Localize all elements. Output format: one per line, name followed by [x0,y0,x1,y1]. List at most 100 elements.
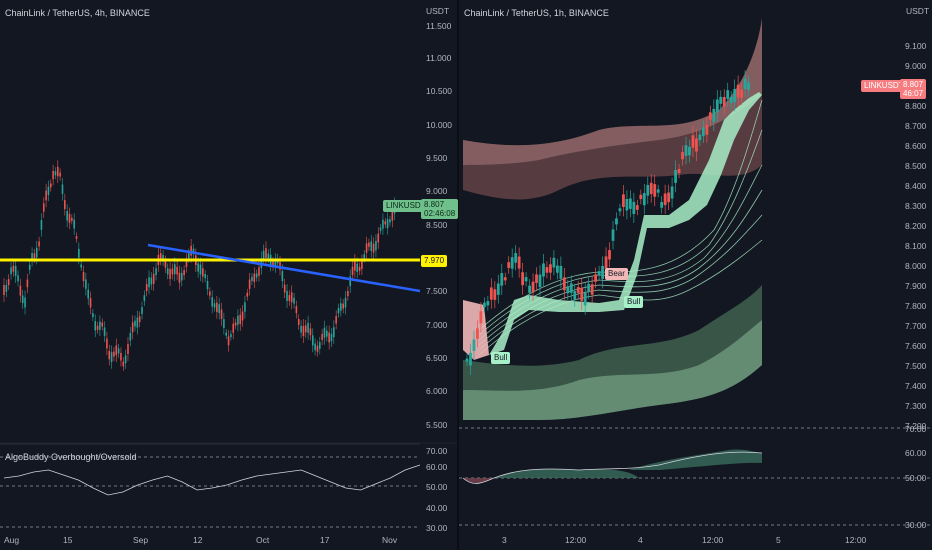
right-chart-panel[interactable]: ChainLink / TetherUS, 1h, BINANCE USDT 9… [459,0,932,550]
right-candles [465,70,750,375]
left-candle-body [253,273,256,282]
left-candle-body [321,333,323,340]
left-candle-body [358,266,361,272]
left-candle-body [5,284,8,292]
left-time-tick: Sep [133,535,149,545]
left-candle-body [225,332,228,336]
left-candle-body [330,333,333,342]
right-candle-body [590,284,594,295]
left-candle-body [45,190,47,201]
right-candle-body [625,198,629,211]
left-candle-body [316,345,319,352]
right-candle-body [552,257,556,268]
right-time-tick: 12:00 [702,535,724,545]
right-candle-body [472,339,476,351]
right-price-tick: 7.900 [905,281,927,291]
left-candle-body [96,325,99,330]
right-candle-body [597,271,601,276]
left-candle-body [7,279,10,286]
left-candle-body [335,316,337,324]
right-candle-body [576,287,580,293]
left-chart-panel[interactable]: ChainLink / TetherUS, 4h, BINANCE USDT 1… [0,0,459,550]
left-price-tick: 10.000 [426,120,452,130]
right-candle-body [524,277,528,282]
left-candle-body [124,355,127,364]
left-candle-body [304,325,307,333]
left-candle-body [199,264,202,275]
left-price-tick: 7.000 [426,320,448,330]
left-candle-body [377,233,380,243]
right-candle-body [674,169,677,183]
left-candle-body [40,220,43,230]
left-candle-body [300,325,302,333]
right-countdown: 46:07 [903,89,924,98]
left-candle-body [141,307,143,314]
left-candle-body [255,273,258,278]
left-candle-body [71,217,73,221]
left-candle-body [80,264,82,268]
left-candle-body [344,297,347,308]
left-time-tick: 12 [193,535,203,545]
left-candle-body [89,298,92,308]
left-candle-body [251,277,253,281]
right-price-tick: 8.100 [905,241,927,251]
left-candle-body [155,268,157,275]
right-candle-body [542,263,545,277]
left-price-value: 8.807 [424,200,445,209]
right-time-tick: 12:00 [565,535,587,545]
right-candle-body [642,193,646,206]
left-candle-body [31,252,33,261]
right-candle-body [677,168,681,174]
right-candle-body [691,135,695,148]
left-candle-body [363,254,366,259]
left-candle-body [223,319,225,328]
left-candle-body [85,279,87,289]
right-candle-body [476,328,479,339]
right-candle-body [688,146,691,156]
trendline[interactable] [147,243,421,293]
left-candle-body [370,241,373,251]
left-candle-body [159,253,162,260]
left-candle-body [295,306,298,314]
right-candle-body [517,256,521,269]
left-candle-body [57,166,59,177]
right-time-tick: 3 [502,535,507,545]
left-candle-body [78,248,80,258]
left-candle-body [354,260,356,271]
left-price-tick: 5.500 [426,420,448,430]
right-time-tick: 12:00 [845,535,867,545]
left-candle-body [391,211,394,221]
right-price-tick: 8.300 [905,201,927,211]
left-chart-canvas[interactable] [0,0,457,550]
right-candle-body [663,193,667,206]
right-candle-body [708,112,712,120]
right-price-tick: 8.500 [905,161,927,171]
left-candle-body [115,345,118,356]
left-candle-body [106,338,108,349]
right-candle-body [479,311,483,324]
left-time-tick: Nov [382,535,398,545]
right-candle-body [601,265,604,279]
right-candle-body [545,267,549,273]
left-candle-body [185,259,188,267]
right-candle-body [715,99,719,113]
left-candle-body [87,289,90,299]
left-candle-body [26,279,29,288]
right-chart-canvas[interactable] [459,0,932,550]
right-candle-body [635,205,639,210]
bear-fill [463,300,489,360]
left-candle-body [386,219,389,229]
right-candle-body [729,97,733,103]
left-candle-body [246,292,249,297]
right-candle-body [705,125,709,135]
right-symbol-tag: LINKUSDT [861,80,907,92]
left-candle-body [178,272,181,283]
left-candle-body [227,336,230,346]
left-candle-body [237,315,239,325]
left-price-tick: 9.000 [426,186,448,196]
left-symbol-tag: LINKUSDT [383,200,429,212]
right-candle-body [496,283,500,295]
left-candle-body [218,304,221,314]
left-candle-body [145,284,148,291]
